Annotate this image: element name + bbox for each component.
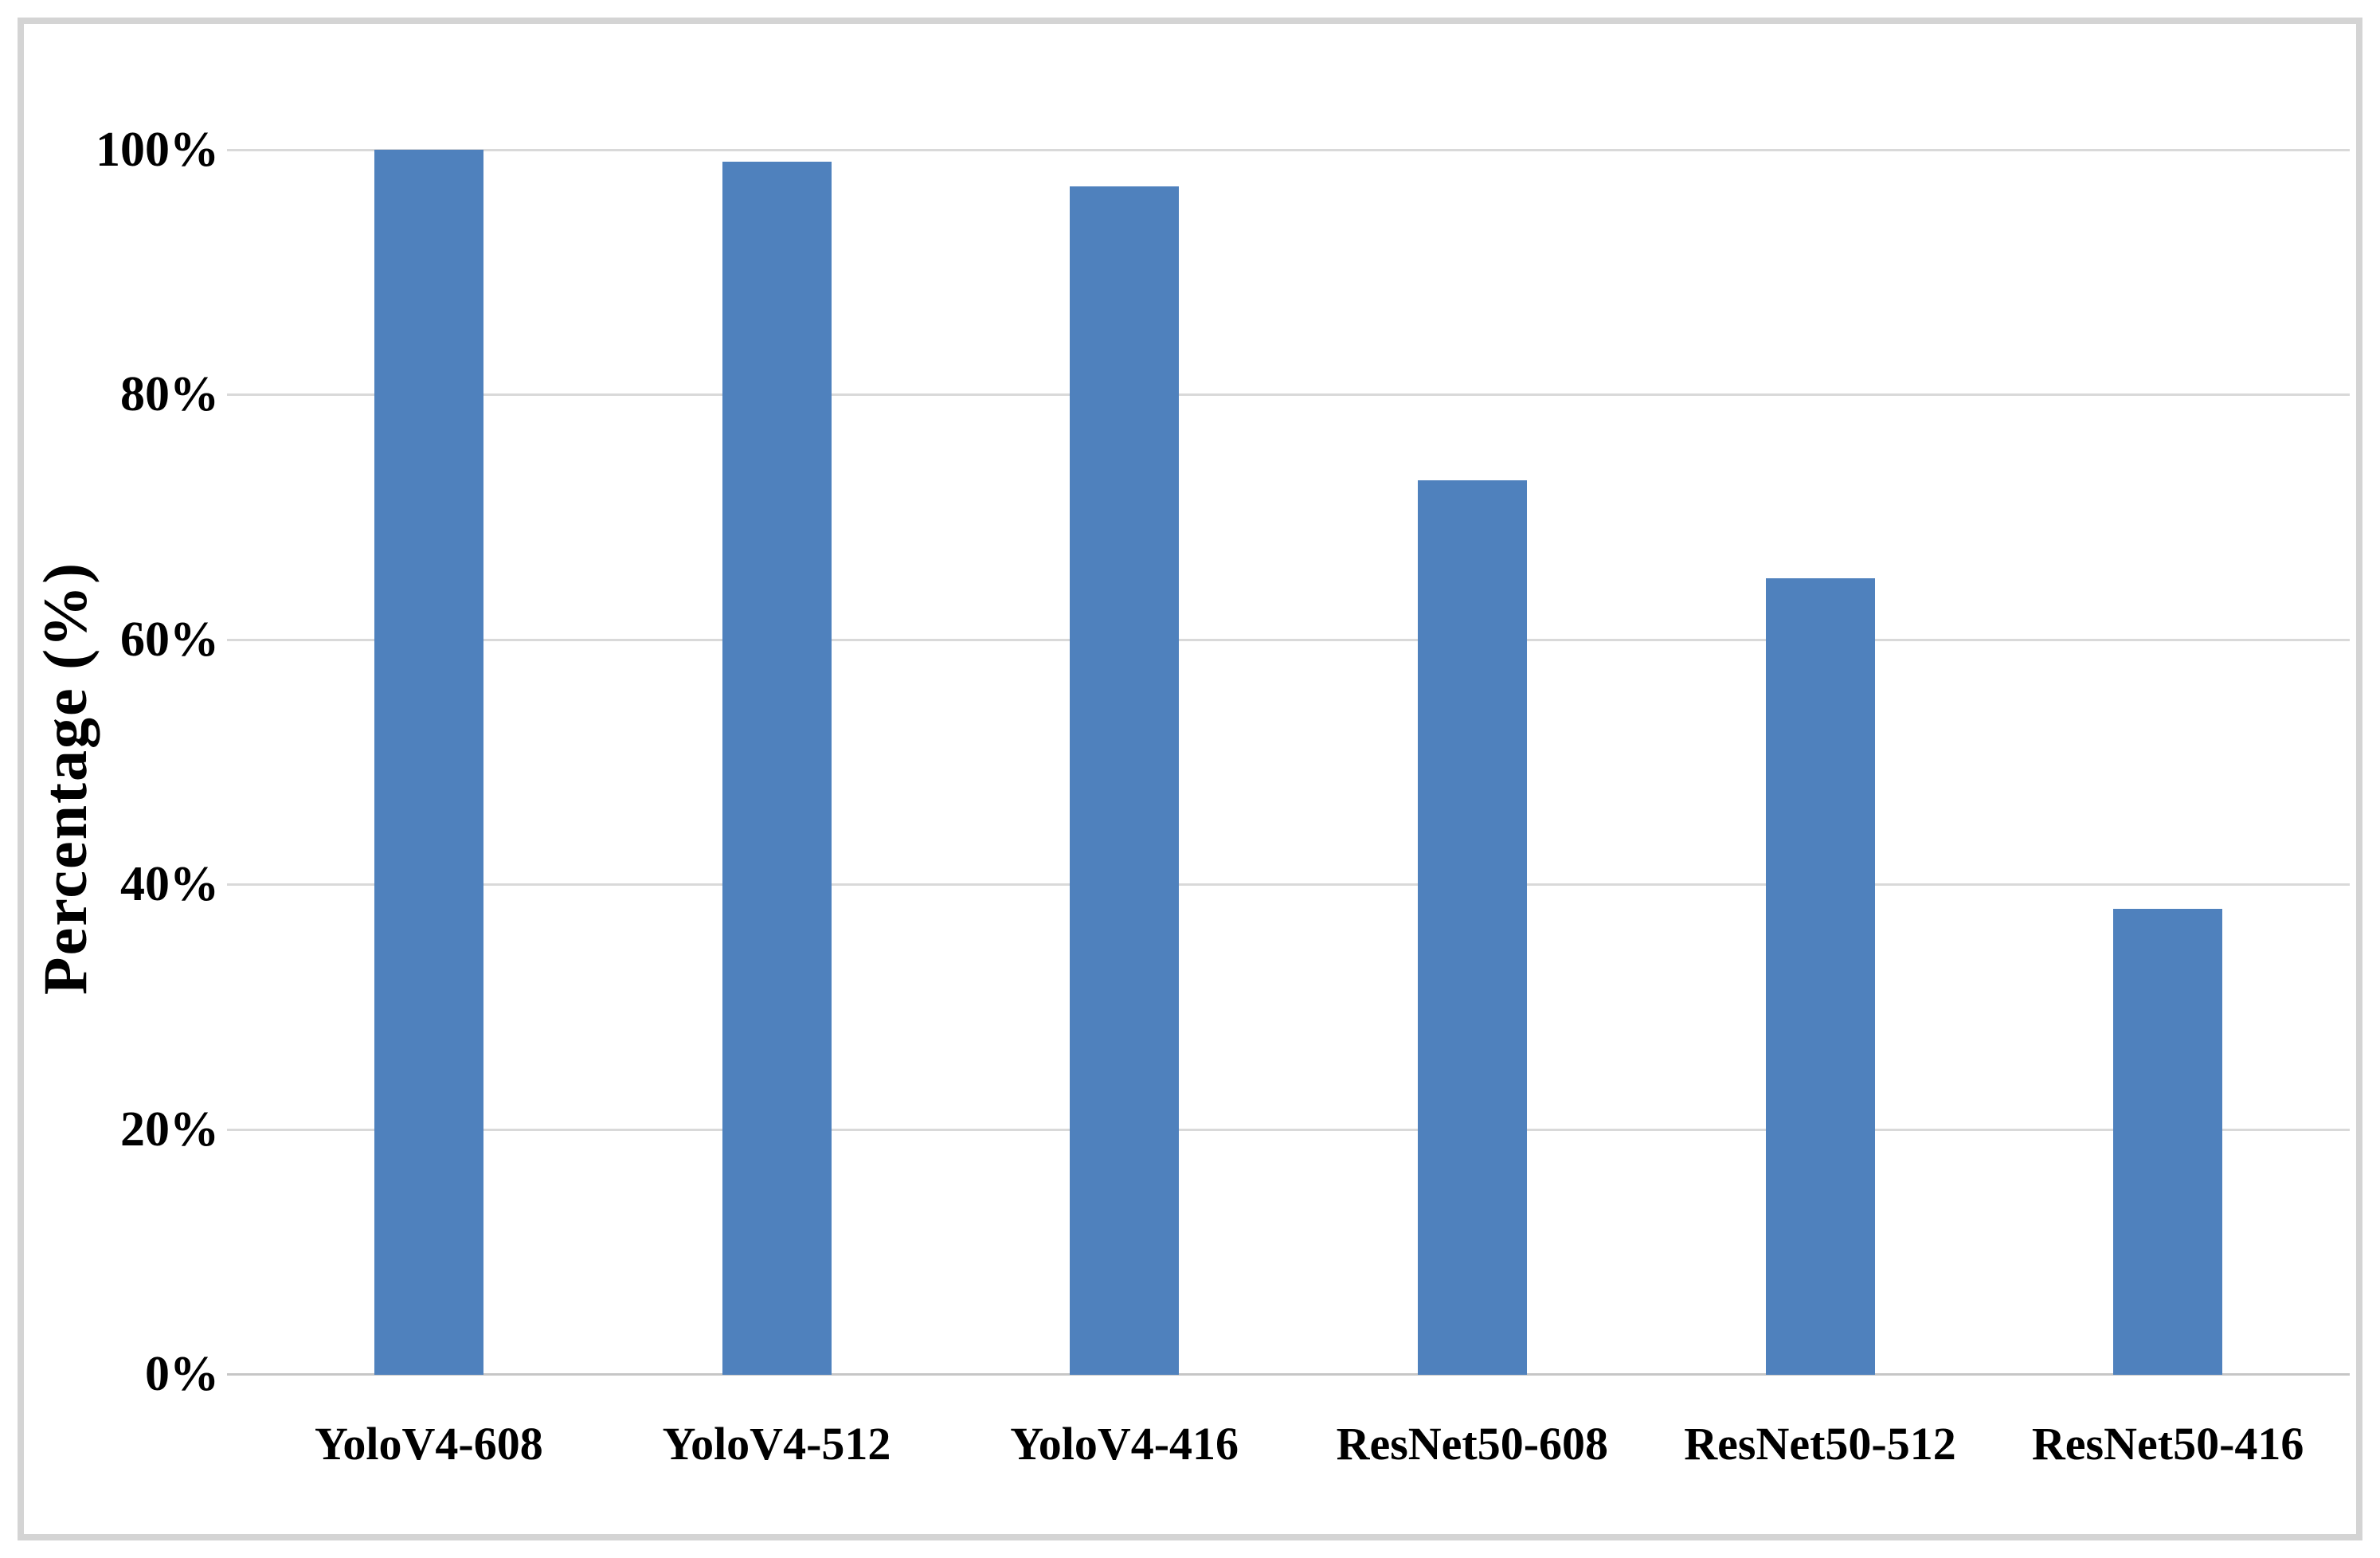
x-axis-label-ResNet50-512: ResNet50-512	[1684, 1418, 1956, 1470]
y-axis-tick-label: 100%	[96, 123, 219, 177]
y-axis-tick-label: 20%	[120, 1102, 219, 1157]
bar-ResNet50-416	[2113, 908, 2223, 1375]
y-axis-title: Percentage (%)	[30, 561, 100, 996]
y-axis-tick-label: 60%	[120, 612, 219, 667]
gridline-40%	[227, 883, 2350, 887]
y-axis-tick-label: 0%	[145, 1347, 219, 1401]
x-axis-label-YoloV4-608: YoloV4-608	[314, 1418, 543, 1470]
gridline-80%	[227, 393, 2350, 397]
x-axis-label-YoloV4-416: YoloV4-416	[1010, 1418, 1239, 1470]
bar-YoloV4-608	[374, 150, 483, 1375]
gridline-20%	[227, 1128, 2350, 1131]
y-axis-tick-label: 80%	[120, 367, 219, 422]
bar-ResNet50-608	[1417, 480, 1527, 1375]
gridline-60%	[227, 638, 2350, 641]
x-axis-label-YoloV4-512: YoloV4-512	[662, 1418, 891, 1470]
bar-YoloV4-416	[1070, 186, 1180, 1375]
y-axis-tick-label: 40%	[120, 857, 219, 912]
x-axis-label-ResNet50-608: ResNet50-608	[1336, 1418, 1609, 1470]
gridline-0%	[227, 1373, 2350, 1376]
x-axis-label-ResNet50-416: ResNet50-416	[2031, 1418, 2304, 1470]
bar-ResNet50-512	[1765, 577, 1875, 1375]
chart-frame-border	[18, 18, 2362, 1540]
gridline-100%	[227, 149, 2350, 151]
bar-YoloV4-512	[722, 162, 832, 1375]
